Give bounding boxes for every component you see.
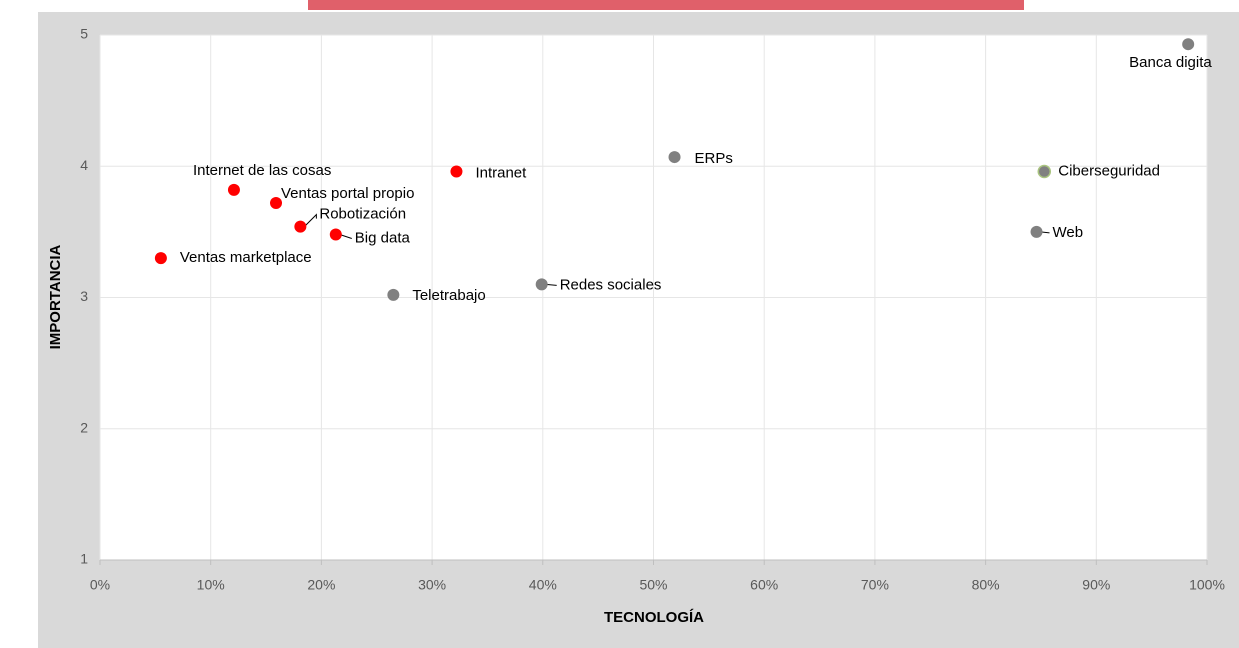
point [329,228,342,241]
point-label: Ciberseguridad [1058,162,1160,179]
point [387,288,400,301]
point-label: Teletrabajo [412,287,485,304]
point [1037,164,1052,179]
x-tick-label: 10% [197,577,225,593]
x-tick-label: 60% [750,577,778,593]
x-tick-label: 50% [639,577,667,593]
x-tick-label: 40% [529,577,557,593]
y-tick-label: 4 [80,157,88,173]
x-tick-label: 30% [418,577,446,593]
point [1030,225,1043,238]
x-tick-label: 90% [1082,577,1110,593]
x-axis-title: TECNOLOGÍA [604,609,704,626]
point [535,278,548,291]
x-tick-label: 100% [1189,577,1225,593]
y-tick-label: 1 [80,551,88,567]
point-label: Robotización [319,206,406,223]
point-label: Redes sociales [560,276,662,293]
point-label: Ventas portal propio [281,185,414,202]
y-axis-title: IMPORTANCIA [47,244,64,349]
point-label: ERPs [695,150,733,167]
header-bar [308,0,1024,10]
point [270,197,283,209]
y-tick-label: 5 [80,26,88,42]
point [227,183,240,196]
point-label: Web [1053,224,1084,241]
y-tick-label: 2 [80,419,88,435]
point [294,220,307,233]
x-tick-label: 80% [972,577,1000,593]
point [668,151,681,164]
leader-line [339,234,352,239]
point-label: Intranet [475,164,527,181]
point-label: Internet de las cosas [193,162,331,179]
x-tick-label: 70% [861,577,889,593]
point-label: Big data [355,229,411,246]
point [450,165,463,178]
point [154,252,167,265]
point-label: Banca digita [1129,54,1212,71]
leader-line [304,213,317,227]
y-tick-label: 3 [80,288,88,304]
x-tick-label: 0% [90,577,110,593]
point [1182,38,1195,51]
x-tick-label: 20% [307,577,335,593]
point-label: Ventas marketplace [180,249,312,266]
